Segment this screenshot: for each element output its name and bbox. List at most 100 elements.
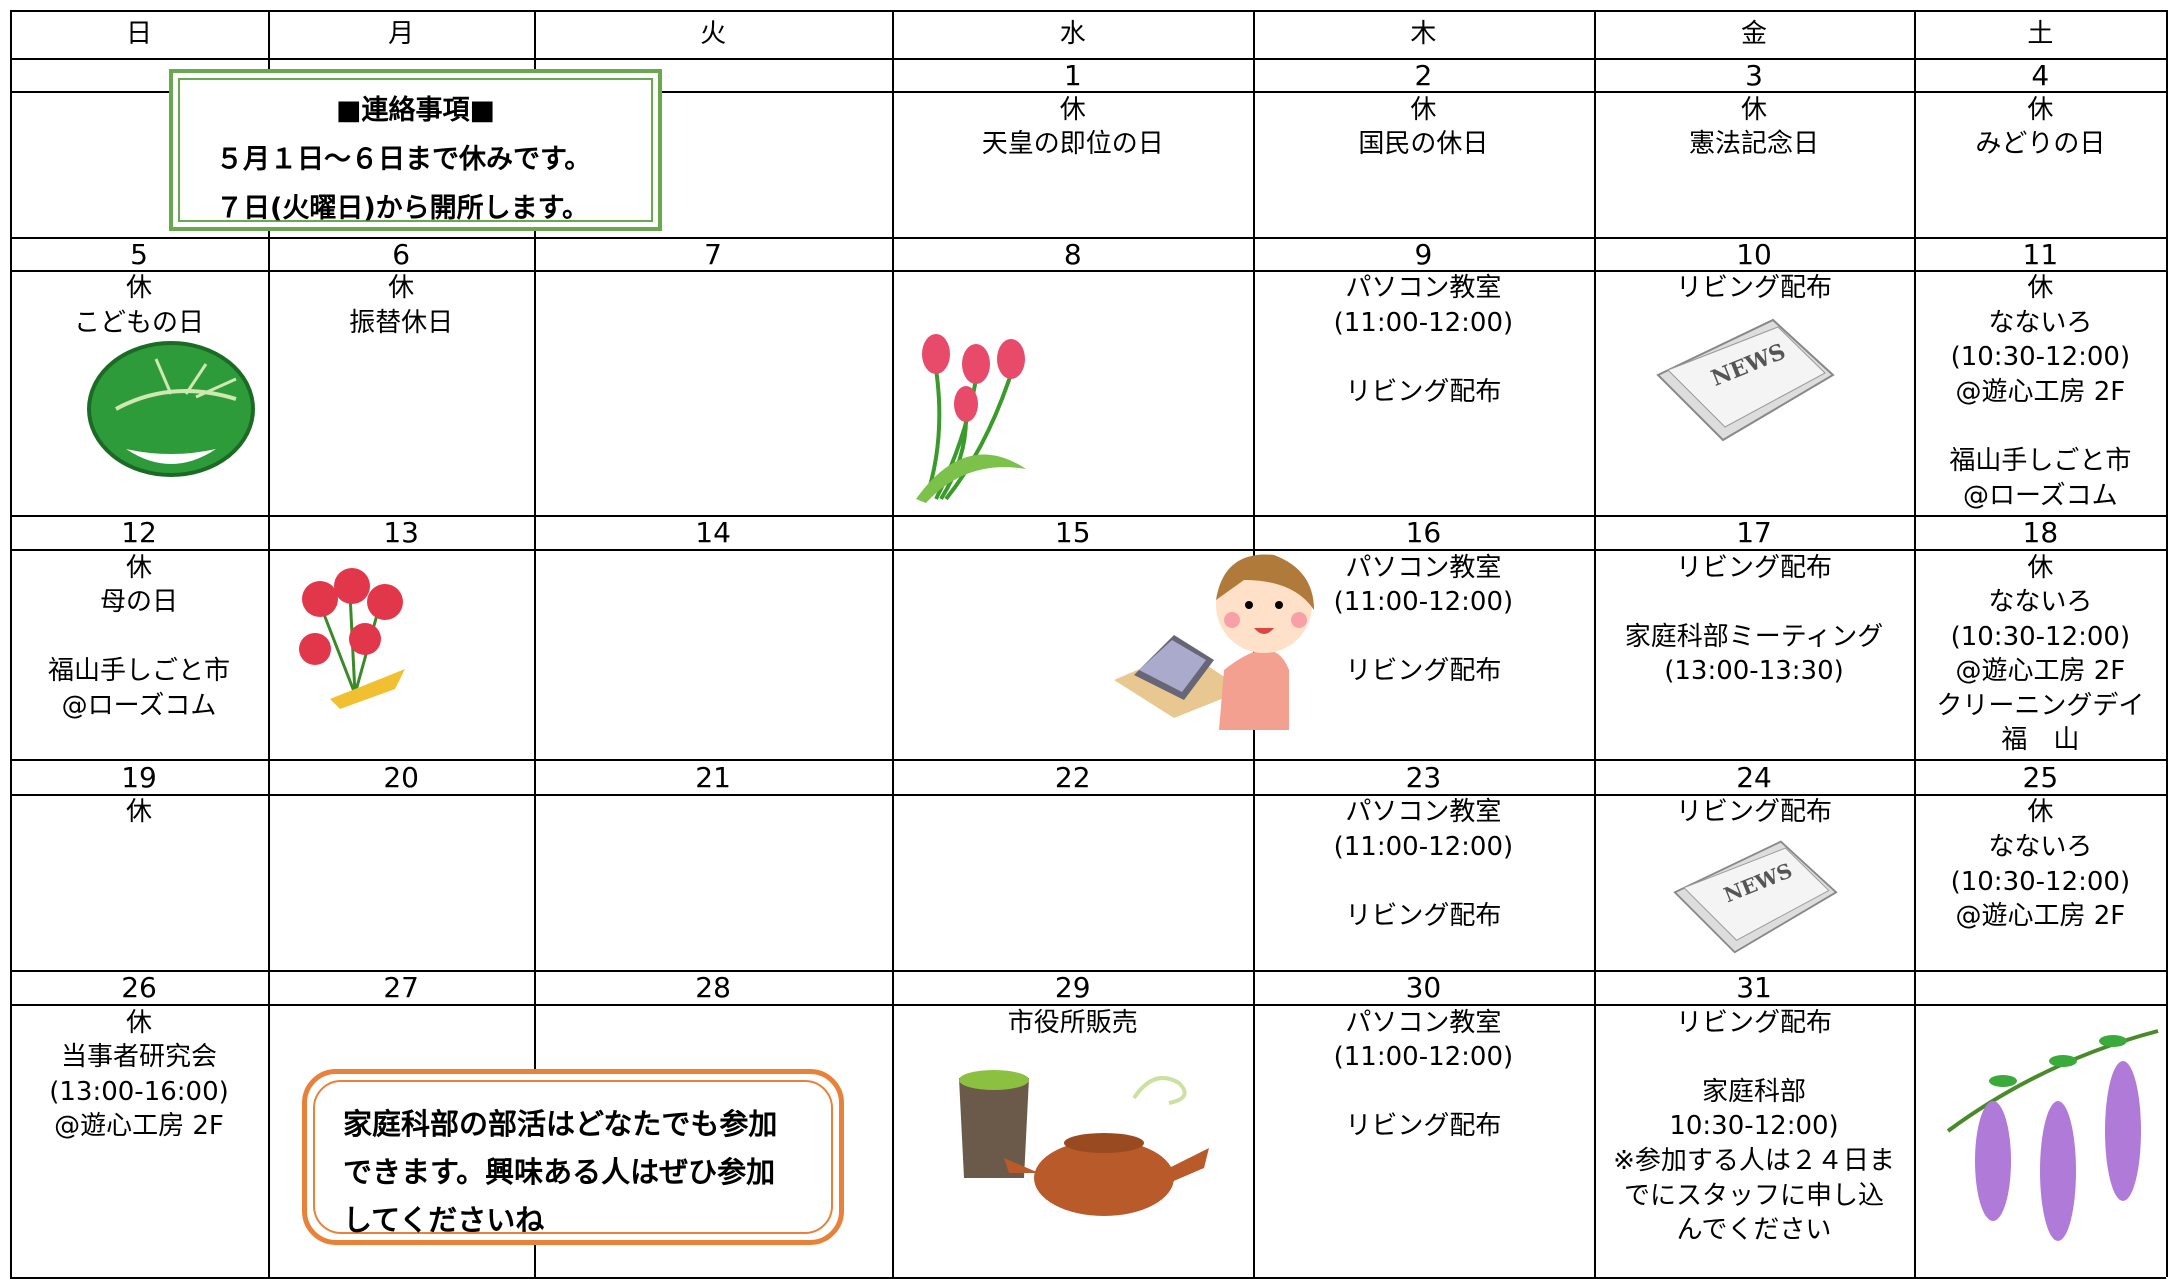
wisteria-illustration — [1946, 1029, 2159, 1241]
event-text: パソコン教室 — [1345, 797, 1502, 828]
event-text: 休 — [1410, 94, 1437, 125]
event-text: 10:30-12:00) — [1669, 1111, 1839, 1142]
date-number: 22 — [1054, 760, 1091, 794]
newspaper-illustration: NEWS — [1673, 840, 1838, 954]
grid-line — [9, 549, 2167, 552]
notice-title: ■連絡事項■ — [335, 95, 496, 126]
weekday-label: 土 — [2027, 19, 2054, 50]
event-text: (10:30-12:00) — [1950, 866, 2131, 897]
event-text: リビング配布 — [1345, 376, 1502, 407]
date-number: 3 — [1745, 59, 1763, 93]
event-text: 天皇の即位の日 — [981, 129, 1164, 160]
event-text: 市役所販売 — [1007, 1007, 1138, 1038]
event-text: 母の日 — [100, 587, 179, 618]
event-text: @ローズコム — [61, 690, 217, 721]
weekday-label: 木 — [1410, 19, 1437, 50]
event-text: クリーニングデイ — [1936, 690, 2145, 721]
grid-line — [9, 269, 2167, 272]
event-text: (10:30-12:00) — [1950, 342, 2131, 373]
event-text: @ローズコム — [1962, 480, 2118, 511]
event-text: 福 山 — [2001, 725, 2080, 756]
date-number: 31 — [1736, 971, 1772, 1005]
event-text: (10:30-12:00) — [1950, 621, 2131, 652]
event-text: (13:00-16:00) — [49, 1076, 229, 1107]
date-number: 19 — [121, 760, 157, 794]
event-text: @遊心工房 2F — [54, 1111, 224, 1142]
grid-line — [9, 91, 2167, 94]
event-text: 休 — [126, 273, 153, 304]
grid-line — [533, 9, 536, 1277]
date-number: 24 — [1736, 760, 1772, 794]
club-notice-box: 家庭科部の部活はどなたでも参加 できます。興味ある人はぜひ参加 してくださいね — [302, 1069, 844, 1245]
event-text: 当事者研究会 — [61, 1042, 218, 1073]
event-text: (13:00-13:30) — [1664, 656, 1844, 687]
event-text: 休 — [2027, 797, 2054, 828]
kashiwa-mochi-illustration — [87, 341, 255, 477]
event-text: パソコン教室 — [1345, 552, 1502, 583]
club-notice-line: できます。興味ある人はぜひ参加 — [343, 1155, 776, 1189]
date-number: 14 — [695, 515, 731, 549]
grid-line — [1593, 9, 1596, 1277]
date-number: 9 — [1414, 237, 1433, 271]
newspaper-illustration: NEWS — [1656, 318, 1835, 442]
weekday-label: 金 — [1741, 19, 1768, 50]
grid-line — [9, 969, 2167, 972]
notice-line: ５月１日～６日まで休みです。 — [216, 144, 592, 175]
event-text: 休 — [1059, 94, 1086, 125]
event-text: 休 — [2027, 552, 2054, 583]
event-text: なないろ — [1988, 831, 2093, 862]
grid-line — [9, 236, 2167, 239]
event-text: (11:00-12:00) — [1333, 307, 1514, 338]
tulip-illustration — [916, 334, 1026, 503]
date-number: 8 — [1063, 237, 1082, 271]
grid-line — [9, 58, 2167, 61]
event-text: @遊心工房 2F — [1955, 376, 2126, 407]
event-text: (11:00-12:00) — [1333, 587, 1514, 618]
weekday-label: 水 — [1059, 19, 1086, 50]
event-text: 休 — [126, 1007, 153, 1038]
notice-line: ７日(火曜日)から開所します。 — [216, 193, 589, 224]
event-text: リビング配布 — [1676, 797, 1833, 828]
event-text: 家庭科部ミーティング — [1624, 621, 1884, 652]
event-text: 休 — [2027, 273, 2054, 304]
date-number: 2 — [1414, 59, 1433, 93]
event-text: 休 — [1741, 94, 1768, 125]
grid-line — [2166, 9, 2169, 1277]
event-text: @遊心工房 2F — [1955, 656, 2126, 687]
event-text: んでください — [1676, 1215, 1832, 1246]
grid-line — [9, 9, 2167, 12]
tea-illustration — [959, 1070, 1209, 1216]
club-notice-line: してくださいね — [343, 1203, 545, 1237]
date-number: 17 — [1736, 515, 1772, 549]
date-number: 1 — [1063, 59, 1082, 93]
event-text: 休 — [126, 552, 153, 583]
event-text: リビング配布 — [1345, 656, 1502, 687]
date-number: 23 — [1405, 760, 1442, 794]
weekday-label: 月 — [388, 19, 415, 50]
grid-line — [892, 9, 895, 1277]
date-number: 7 — [704, 237, 722, 271]
event-text: なないろ — [1988, 307, 2093, 338]
event-text: 振替休日 — [349, 307, 454, 338]
date-number: 29 — [1054, 971, 1091, 1005]
event-text: 家庭科部 — [1702, 1076, 1807, 1107]
date-number: 10 — [1736, 237, 1772, 271]
grid-line — [1914, 9, 1917, 1277]
event-text: こどもの日 — [74, 307, 205, 338]
event-text: パソコン教室 — [1345, 273, 1502, 304]
date-number: 5 — [130, 237, 148, 271]
grid-line — [268, 9, 271, 1277]
date-number: 4 — [2031, 59, 2050, 93]
grid-line — [9, 514, 2167, 517]
event-text: ※参加する人は２４日ま — [1613, 1145, 1895, 1176]
event-text: 休 — [388, 273, 415, 304]
event-text: リビング配布 — [1676, 1007, 1833, 1038]
weekday-label: 日 — [126, 19, 153, 50]
event-text: (11:00-12:00) — [1333, 831, 1514, 862]
date-number: 30 — [1405, 971, 1442, 1005]
carnation-illustration — [299, 568, 405, 709]
event-text: みどりの日 — [1975, 129, 2106, 160]
event-text: @遊心工房 2F — [1955, 901, 2126, 932]
date-number: 25 — [2022, 760, 2059, 794]
